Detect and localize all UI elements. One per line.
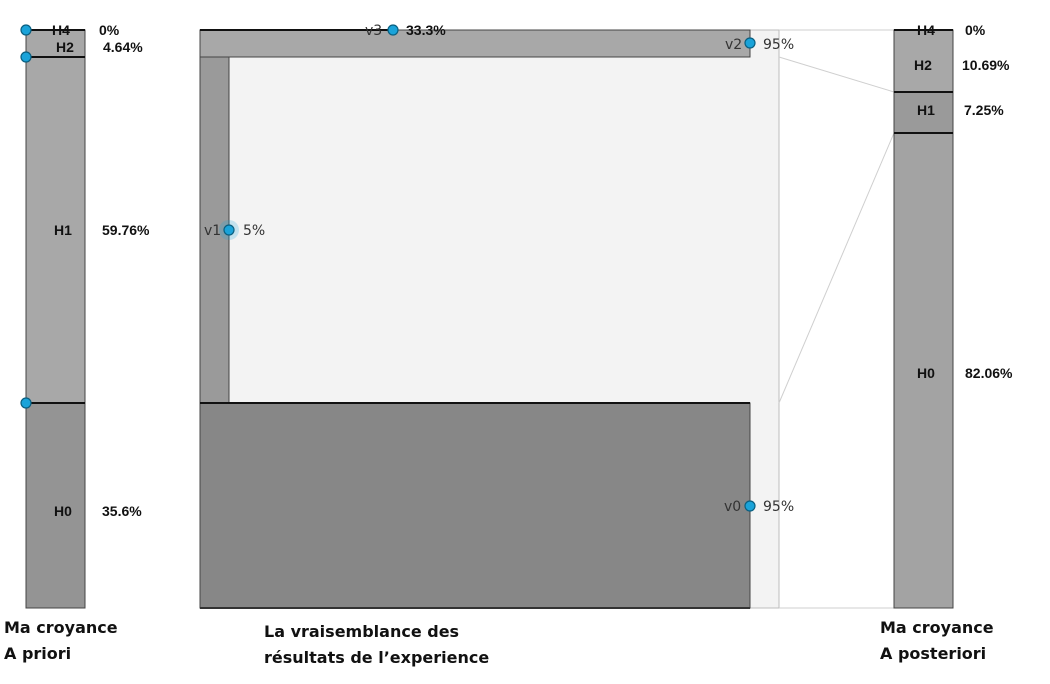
prior-caption-line1: Ma croyance <box>4 618 118 637</box>
likelihood-label-v1: v1 <box>204 223 221 239</box>
prior-bar-h1 <box>25 56 86 404</box>
prior-handle-h1[interactable] <box>20 397 32 409</box>
prior-value-h2: 4.64% <box>103 39 143 55</box>
likelihood-label-v2: v2 <box>725 37 742 53</box>
likelihood-caption-line1: La vraisemblance des <box>264 622 460 641</box>
connector-line-h1 <box>778 132 895 404</box>
posterior-bar-h1 <box>893 91 954 134</box>
connector-line-h2 <box>778 56 895 93</box>
posterior-bar-h0 <box>893 132 954 609</box>
prior-column: H4 0% H2 4.64% H1 59.76% H0 35.6% <box>20 22 150 609</box>
likelihood-value-v2: 95% <box>763 37 794 53</box>
posterior-value-h4: 0% <box>965 22 986 38</box>
likelihood-label-v3: v3 <box>365 23 382 39</box>
likelihood-caption-line2: résultats de l’experience <box>264 648 490 667</box>
prior-label-h4: H4 <box>52 22 70 38</box>
prior-value-h1: 59.76% <box>102 222 150 238</box>
posterior-caption: Ma croyance A posteriori <box>880 615 994 667</box>
prior-value-h0: 35.6% <box>102 503 142 519</box>
posterior-value-h1: 7.25% <box>964 102 1004 118</box>
posterior-column: H4 0% H2 10.69% H1 7.25% H0 82.06% <box>893 22 1013 609</box>
posterior-label-h4: H4 <box>917 22 935 38</box>
likelihood-handle-v1[interactable] <box>223 224 235 236</box>
prior-caption-line2: A priori <box>4 644 72 663</box>
likelihood-caption: La vraisemblance des résultats de l’expe… <box>264 619 489 671</box>
likelihood-handle-v0[interactable] <box>744 500 756 512</box>
likelihood-label-v0: v0 <box>724 499 741 515</box>
prior-handle-h4[interactable] <box>20 24 32 36</box>
likelihood-area: v3 33.3% v2 95% v1 5% v0 95% <box>199 22 794 609</box>
likelihood-value-v1: 5% <box>243 223 265 239</box>
prior-bar-h2 <box>25 29 86 58</box>
likelihood-handle-v2[interactable] <box>744 37 756 49</box>
likelihood-value-v3: 33.3% <box>406 22 446 38</box>
posterior-value-h2: 10.69% <box>962 57 1010 73</box>
posterior-caption-line1: Ma croyance <box>880 618 994 637</box>
posterior-label-h1: H1 <box>917 102 935 118</box>
prior-label-h0: H0 <box>54 503 72 519</box>
connector-lines <box>778 29 895 609</box>
prior-label-h2: H2 <box>56 39 74 55</box>
prior-value-h4: 0% <box>99 22 120 38</box>
prior-handle-h2[interactable] <box>20 51 32 63</box>
prior-label-h1: H1 <box>54 222 72 238</box>
prior-caption: Ma croyance A priori <box>4 615 118 667</box>
posterior-caption-line2: A posteriori <box>880 644 987 663</box>
posterior-bar-h2 <box>893 29 954 93</box>
likelihood-handle-v3[interactable] <box>387 24 399 36</box>
posterior-value-h0: 82.06% <box>965 365 1013 381</box>
posterior-label-h2: H2 <box>914 57 932 73</box>
likelihood-value-v0: 95% <box>763 499 794 515</box>
likelihood-bar-h0 <box>199 402 751 609</box>
likelihood-bar-h2 <box>199 29 751 58</box>
posterior-label-h0: H0 <box>917 365 935 381</box>
